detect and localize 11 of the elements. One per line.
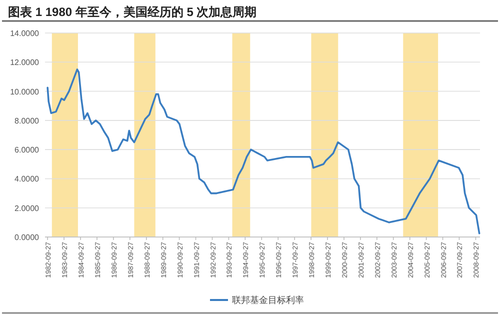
legend-label: 联邦基金目标利率 bbox=[232, 295, 304, 305]
chart-title: 图表 1 1980 年至今，美国经历的 5 次加息周期 bbox=[8, 5, 257, 19]
line-series bbox=[46, 68, 480, 234]
y-tick-label: 2.0000 bbox=[14, 204, 40, 213]
y-tick-label: 0.0000 bbox=[14, 233, 40, 242]
y-tick-label: 6.0000 bbox=[14, 146, 40, 155]
y-tick-label: 12.0000 bbox=[10, 58, 40, 68]
y-tick-label: 14.0000 bbox=[10, 29, 40, 38]
y-tick-label: 8.0000 bbox=[14, 116, 40, 126]
y-tick-label: 4.0000 bbox=[14, 174, 40, 184]
y-tick-label: 10.0000 bbox=[10, 87, 40, 96]
